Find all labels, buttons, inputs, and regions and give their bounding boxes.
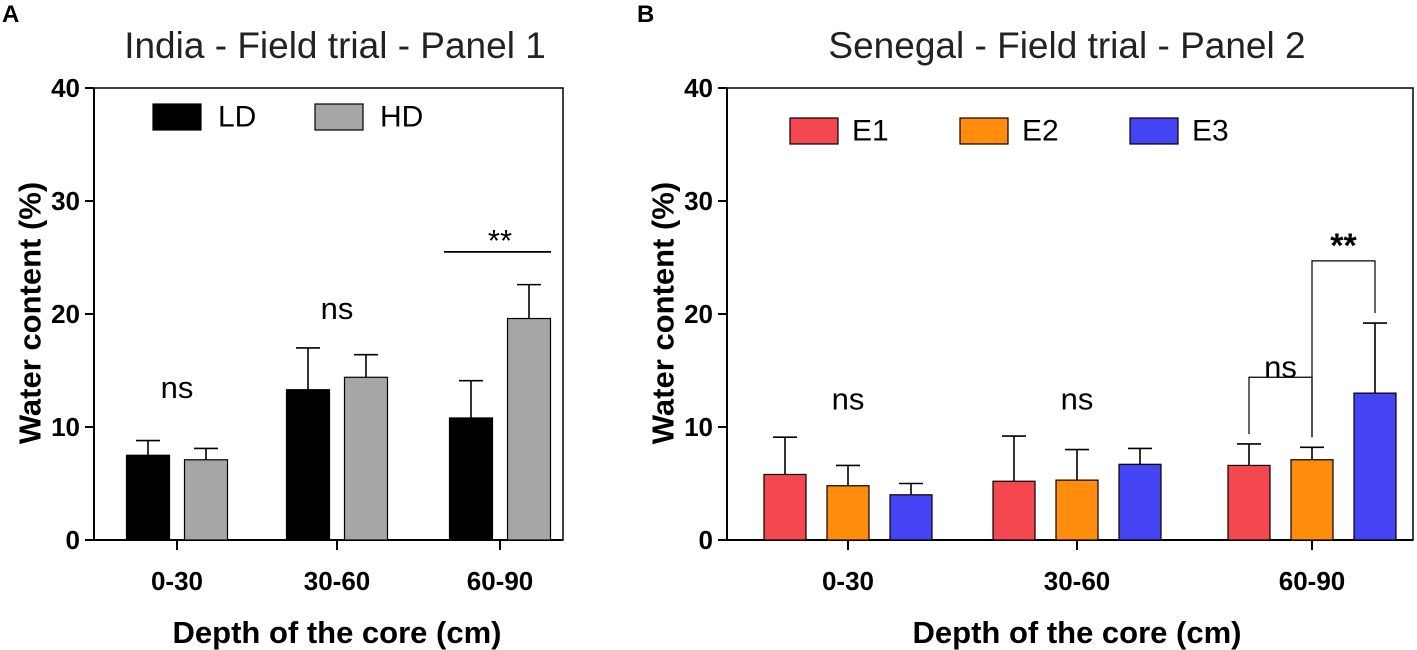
panel-a-bar-hd [183,459,229,541]
panel-b-chart: B Senegal - Field trial - Panel 2 Water co… [637,1,1414,650]
panel-b-bar-e2 [826,485,870,541]
panel-b-annotation-significance: ** [1330,227,1357,265]
panel-a-y-tick-label: 30 [51,186,80,216]
panel-a-x-tick-label: 0-30 [151,566,203,596]
panel-b-annotation-ns: ns [1264,350,1297,385]
panel-b-bar-e1 [763,473,807,541]
panel-a-y-tick-label: 20 [51,299,80,329]
panel-b-legend-label-e3: E3 [1192,115,1229,148]
panel-b-significance-bracket [1248,376,1313,438]
panel-a-x-axis-label: Depth of the core (cm) [173,615,502,650]
panel-b-legend-swatch-e3 [1129,117,1179,145]
panel-a-letter: A [2,1,19,28]
panel-b-legend-label-e2: E2 [1022,115,1059,148]
panel-a-bar-hd [506,317,552,541]
panel-b-legend-label-e1: E1 [852,115,889,148]
panel-b-bar-e3 [1353,392,1397,541]
panel-a-legend-label-ld: LD [218,101,256,134]
panel-a-legend-swatch-ld [152,103,202,131]
panel-b-y-tick-label: 0 [699,525,713,555]
panel-b-y-tick-label: 40 [684,73,713,103]
panel-b-bar-e2 [1055,479,1099,541]
panel-a-bar-hd [343,376,389,541]
panel-a-y-tick-label: 10 [51,412,80,442]
panel-b-bar-e2 [1290,459,1334,541]
panel-b-x-tick-label: 30-60 [1044,566,1111,596]
panel-b-letter: B [637,1,654,28]
panel-b-bar-e3 [889,494,933,541]
panel-b-legend-swatch-e1 [789,117,839,145]
panel-a-bar-ld [448,417,494,541]
panel-b-x-tick-label: 60-90 [1279,566,1346,596]
panel-b-annotation-ns: ns [1061,381,1094,416]
panel-b-x-axis-label: Depth of the core (cm) [913,615,1242,650]
panel-b-y-tick-label: 30 [684,186,713,216]
panel-a-chart: A India - Field trial - Panel 1 Water cont… [2,1,564,650]
panel-b-y-tick-label: 20 [684,299,713,329]
panel-a-bar-ld [125,454,171,541]
panel-a-legend-label-hd: HD [380,101,423,134]
panel-a-annotation-ns: ns [321,291,354,326]
panel-a-x-tick-label: 30-60 [304,566,371,596]
panel-b-bar-e1 [1227,464,1271,541]
panel-a-title: India - Field trial - Panel 1 [124,25,546,66]
panel-b-y-axis-label: Water content (%) [646,182,681,444]
panel-b-significance-bracket [1311,260,1376,438]
panel-b-bar-e1 [992,480,1036,541]
panel-b-title: Senegal - Field trial - Panel 2 [828,25,1305,66]
panel-a-bar-ld [285,389,331,541]
panel-b-x-tick-label: 0-30 [822,566,874,596]
panel-a-legend-swatch-hd [314,103,364,131]
panel-a-x-tick-label: 60-90 [467,566,534,596]
panel-a-annotation-ns: ns [161,370,194,405]
panel-a-y-tick-label: 0 [66,525,80,555]
panel-b-legend-swatch-e2 [959,117,1009,145]
panel-b-bar-e3 [1118,463,1162,541]
panel-b-y-tick-label: 10 [684,412,713,442]
panel-a-y-tick-label: 40 [51,73,80,103]
panel-a-annotation-significance: ** [488,223,512,258]
panel-b-annotation-ns: ns [832,381,865,416]
panel-a-y-axis-label: Water content (%) [13,182,48,444]
